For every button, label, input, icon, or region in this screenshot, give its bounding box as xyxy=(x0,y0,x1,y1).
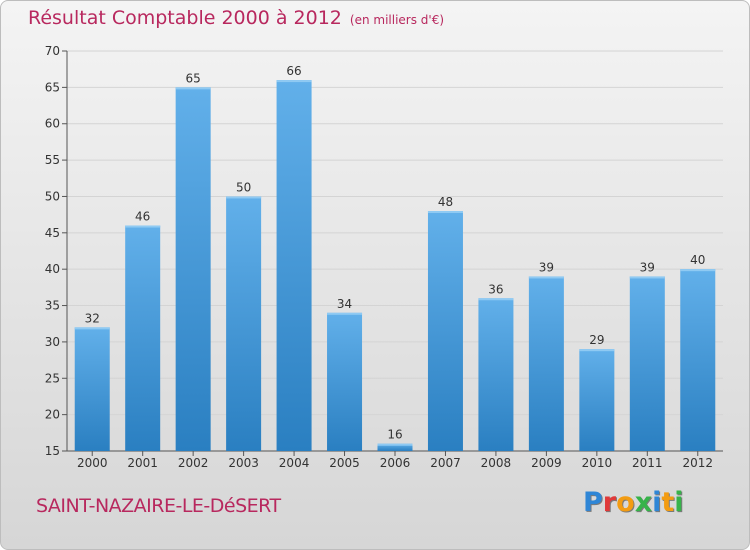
grid-lines xyxy=(67,50,723,416)
x-tick-label: 2002 xyxy=(178,456,209,470)
logo-letter: i xyxy=(674,487,684,518)
bar-2006 xyxy=(377,443,413,451)
data-label-2012: 40 xyxy=(690,253,705,267)
y-tick-label: 20 xyxy=(45,408,60,422)
bar-2001 xyxy=(125,225,161,451)
bar-2011 xyxy=(629,276,665,451)
logo-letter: P xyxy=(583,487,603,518)
bar-2000 xyxy=(74,327,110,451)
x-tick-label: 2001 xyxy=(127,456,158,470)
bar-highlight xyxy=(528,276,564,279)
bar-2003 xyxy=(226,196,262,451)
x-tick-label: 2007 xyxy=(430,456,461,470)
data-label-2006: 16 xyxy=(387,428,402,442)
logo-letter: r xyxy=(602,487,617,518)
bar-2005 xyxy=(327,312,363,451)
y-tick-label: 35 xyxy=(45,299,60,313)
logo-letter: t xyxy=(661,487,675,518)
y-tick-label: 65 xyxy=(45,80,60,94)
bar-highlight xyxy=(629,276,665,279)
bars xyxy=(74,80,716,451)
bar-2010 xyxy=(579,349,615,451)
bar-2008 xyxy=(478,298,514,451)
y-tick-label: 55 xyxy=(45,153,60,167)
title-text: Résultat Comptable 2000 à 2012 xyxy=(28,7,342,29)
bar-2002 xyxy=(175,87,211,451)
data-label-2008: 36 xyxy=(488,282,503,296)
bar-highlight xyxy=(74,327,110,330)
bar-2004 xyxy=(276,80,312,451)
x-tick-label: 2003 xyxy=(228,456,259,470)
data-label-2010: 29 xyxy=(589,333,604,347)
proxiti-logo: Proxiti xyxy=(583,487,684,518)
x-tick-labels: 2000 2001 2002 2003 2004 2005 2006 2007 2008 2009… xyxy=(77,456,713,470)
y-tick-label: 25 xyxy=(45,371,60,385)
x-tick-label: 2011 xyxy=(632,456,663,470)
y-tick-label: 15 xyxy=(45,444,60,458)
bar-highlight xyxy=(680,269,716,272)
y-tick-label: 30 xyxy=(45,335,60,349)
y-tick-label: 40 xyxy=(45,262,60,276)
data-label-2003: 50 xyxy=(236,180,251,194)
x-tick-label: 2012 xyxy=(682,456,713,470)
axes xyxy=(62,50,723,456)
y-tick-labels: 15 20 25 30 35 40 45 50 55 60 65 70 xyxy=(45,44,60,458)
bar-2012 xyxy=(680,269,716,451)
data-label-2004: 66 xyxy=(286,64,301,78)
x-tick-label: 2009 xyxy=(531,456,562,470)
logo-letter: x xyxy=(634,487,653,518)
logo-letter: o xyxy=(616,487,635,518)
data-label-2007: 48 xyxy=(438,195,453,209)
data-label-2011: 39 xyxy=(640,260,655,274)
x-tick-label: 2000 xyxy=(77,456,108,470)
bar-2007 xyxy=(427,211,463,451)
chart-subtitle: (en milliers d'€) xyxy=(349,13,445,27)
x-tick-label: 2008 xyxy=(481,456,512,470)
x-tick-label: 2006 xyxy=(380,456,411,470)
data-label-2005: 34 xyxy=(337,297,352,311)
bar-highlight xyxy=(226,196,262,199)
data-label-2009: 39 xyxy=(539,260,554,274)
data-label-2002: 65 xyxy=(186,71,201,85)
data-label-2001: 46 xyxy=(135,210,150,224)
data-labels: 32 46 65 50 66 34 16 48 36 39 29 39 40 xyxy=(85,64,706,442)
bar-highlight xyxy=(478,298,514,301)
bar-highlight xyxy=(579,349,615,352)
bar-chart: 32 46 65 50 66 34 16 48 36 39 29 39 40 15 20 25 30 35 40 4… xyxy=(45,44,723,470)
y-tick-label: 50 xyxy=(45,189,60,203)
y-tick-label: 60 xyxy=(45,117,60,131)
x-tick-label: 2005 xyxy=(329,456,360,470)
y-tick-label: 45 xyxy=(45,226,60,240)
location-name: SAINT-NAZAIRE-LE-DéSERT xyxy=(36,495,281,517)
y-tick-label: 70 xyxy=(45,44,60,58)
bar-2009 xyxy=(528,276,564,451)
logo-letter: i xyxy=(652,487,662,518)
bar-highlight xyxy=(427,211,463,213)
bar-highlight xyxy=(175,87,211,90)
chart-title: Résultat Comptable 2000 à 2012 (en millie… xyxy=(28,7,444,29)
bar-highlight xyxy=(377,443,413,446)
bar-highlight xyxy=(276,80,312,83)
x-tick-label: 2010 xyxy=(582,456,613,470)
bar-highlight xyxy=(125,225,161,228)
bar-highlight xyxy=(327,312,363,315)
x-tick-label: 2004 xyxy=(279,456,310,470)
data-label-2000: 32 xyxy=(85,311,100,325)
